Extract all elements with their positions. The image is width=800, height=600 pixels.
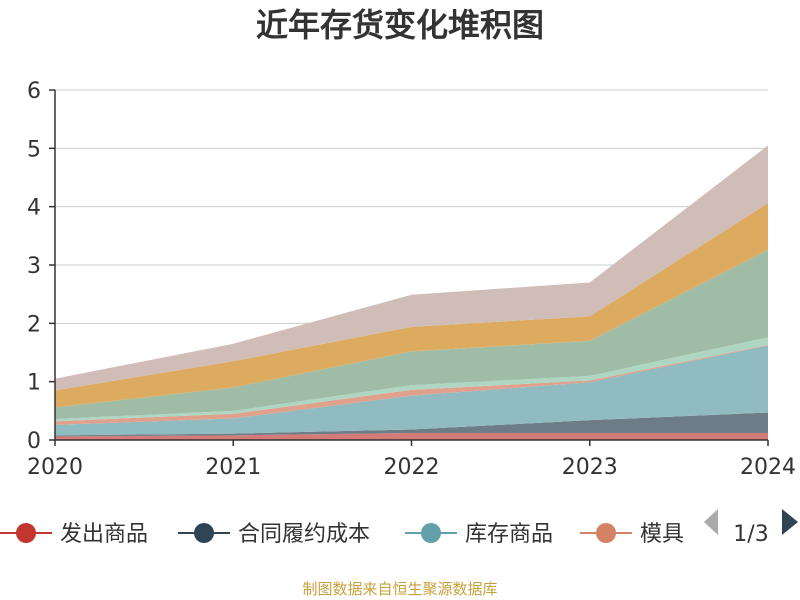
legend: 发出商品 合同履约成本 库存商品 模具 [0,522,684,547]
area-series-1 [55,433,768,440]
legend-item-2[interactable]: 合同履约成本 [178,522,370,547]
y-tick-label: 3 [27,254,41,279]
area-series-6 [55,249,768,419]
legend-circle-icon [596,523,616,543]
legend-next-arrow-icon[interactable] [782,509,798,535]
area-series-3 [55,345,768,436]
area-series-8 [55,145,768,391]
source-note: 制图数据来自恒生聚源数据库 [302,580,497,598]
y-tick-label: 5 [27,137,41,162]
y-tick-labels: 0 1 2 3 4 5 6 [27,79,41,454]
y-tick-label: 6 [27,79,41,104]
legend-item-4[interactable]: 模具 [580,522,684,547]
x-tick-label: 2022 [384,455,440,480]
area-series-2 [55,412,768,437]
legend-item-3[interactable]: 库存商品 [405,522,553,547]
y-tick-label: 1 [27,371,41,396]
x-tick-label: 2024 [740,455,796,480]
y-tick-label: 2 [27,312,41,337]
y-tick-label: 0 [27,429,41,454]
legend-label: 库存商品 [465,522,553,547]
area-series [55,145,768,440]
x-tick-label: 2020 [27,455,83,480]
area-series-7 [55,203,768,408]
legend-label: 发出商品 [60,522,148,547]
y-tick-label: 4 [27,196,41,221]
x-tick-label: 2023 [562,455,618,480]
legend-circle-icon [16,523,36,543]
legend-page-indicator: 1/3 [733,522,768,547]
axes [49,89,769,446]
legend-label: 模具 [640,522,684,547]
legend-circle-icon [194,523,214,543]
legend-prev-arrow-icon[interactable] [704,509,718,535]
legend-pager: 1/3 [704,509,798,547]
x-tick-label: 2021 [205,455,261,480]
x-tick-labels: 2020 2021 2022 2023 2024 [27,455,796,480]
chart-title: 近年存货变化堆积图 [256,6,544,44]
legend-label: 合同履约成本 [238,522,370,547]
legend-item-1[interactable]: 发出商品 [0,522,148,547]
legend-circle-icon [421,523,441,543]
